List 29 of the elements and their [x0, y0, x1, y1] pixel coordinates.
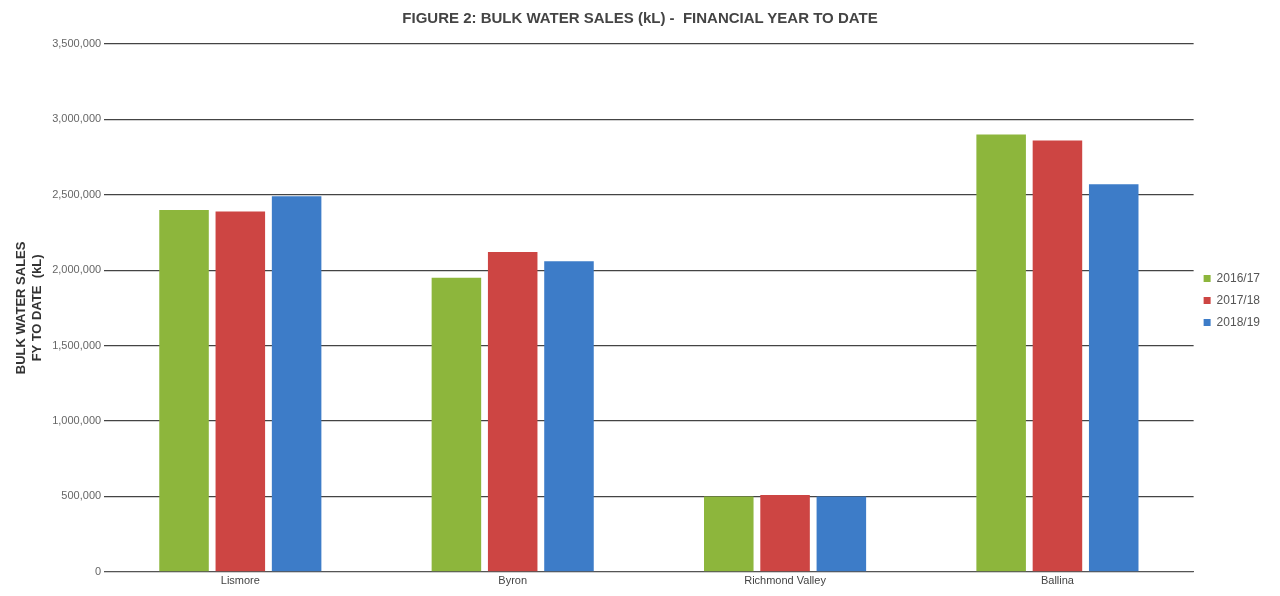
y-tick-label: 3,000,000 — [52, 112, 102, 125]
y-tick-label: 500,000 — [61, 489, 102, 502]
bar — [760, 494, 810, 572]
bar — [1032, 140, 1083, 572]
bar — [215, 211, 266, 572]
bar — [1088, 184, 1139, 572]
x-tick-label: Lismore — [220, 574, 260, 587]
chart-title: FIGURE 2: BULK WATER SALES (kL) - FINANCIAL YEAR TO DATE — [402, 9, 878, 27]
legend-label: 2018/19 — [1216, 314, 1261, 329]
x-tick-label: Ballina — [1040, 574, 1075, 587]
bar — [487, 252, 538, 572]
bar — [976, 134, 1026, 572]
legend-label: 2016/17 — [1216, 270, 1261, 285]
x-tick-label: Byron — [498, 574, 528, 587]
y-tick-label: 0 — [95, 564, 102, 577]
y-axis-title: BULK WATER SALES FY TO DATE (kL) — [13, 241, 44, 375]
y-tick-label: 1,500,000 — [52, 338, 102, 351]
bar — [271, 196, 322, 572]
legend-label: 2017/18 — [1216, 292, 1261, 307]
bar — [816, 496, 867, 572]
bar — [159, 209, 209, 572]
bar — [431, 277, 482, 572]
bar — [704, 496, 754, 572]
y-tick-label: 2,500,000 — [52, 187, 102, 200]
y-tick-label: 3,500,000 — [52, 37, 102, 50]
x-tick-label: Richmond Valley — [744, 574, 827, 587]
y-tick-label: 2,000,000 — [52, 263, 102, 276]
bar — [544, 261, 594, 572]
y-tick-label: 1,000,000 — [52, 414, 102, 427]
